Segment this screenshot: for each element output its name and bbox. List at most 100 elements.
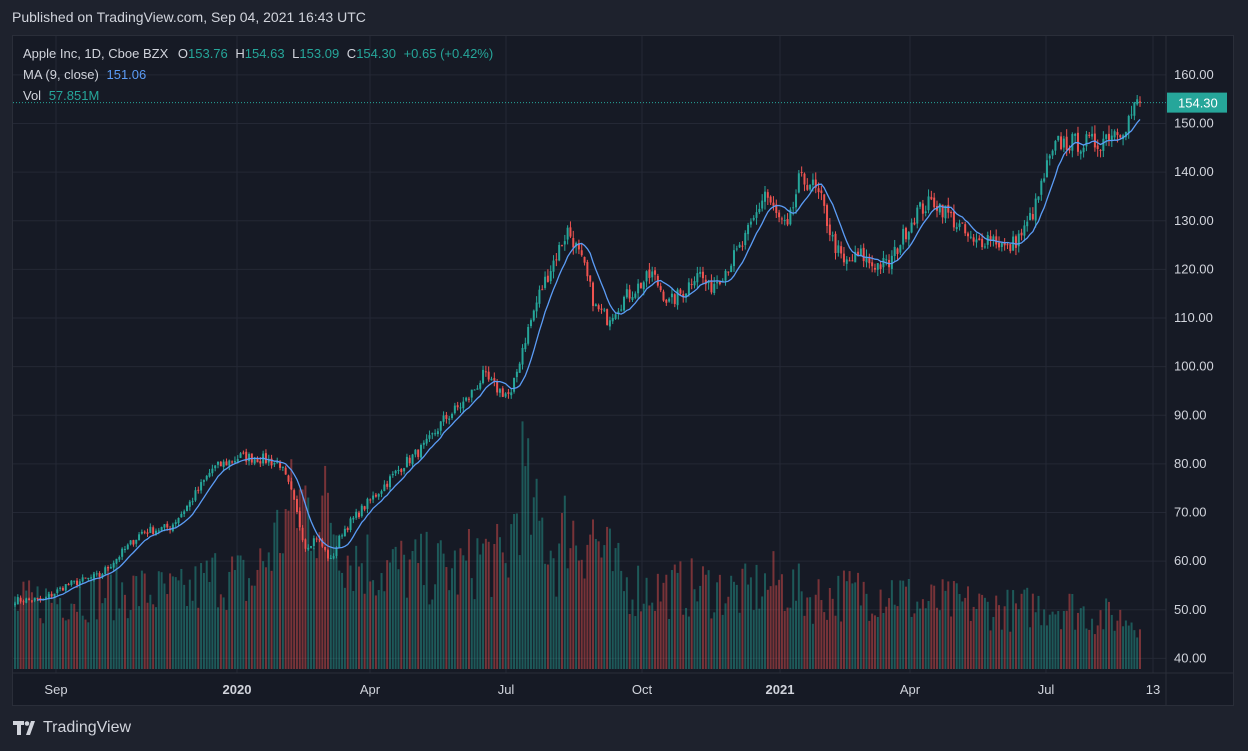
volume-bar <box>732 581 735 669</box>
volume-bar <box>893 604 896 669</box>
volume-bar <box>290 459 293 669</box>
volume-bar <box>769 586 772 669</box>
symbol-title[interactable]: Apple Inc, 1D, Cboe BZX <box>23 46 169 61</box>
candle-body <box>761 200 764 209</box>
ma-legend[interactable]: MA (9, close) 151.06 <box>23 67 146 82</box>
candle-body <box>744 232 747 246</box>
volume-bar <box>439 540 442 669</box>
volume-bar <box>577 560 580 669</box>
candle-body <box>975 239 978 243</box>
candle-body <box>439 421 442 431</box>
tradingview-brand[interactable]: TradingView <box>13 719 131 737</box>
candle-body <box>312 538 315 547</box>
chart-panel[interactable]: 160.00 150.00 140.00 130.00 120.00 110.00 100.… <box>12 35 1234 706</box>
volume-bar <box>121 582 124 669</box>
volume-bar <box>1107 601 1110 669</box>
volume-bar <box>194 566 197 669</box>
candle-body <box>400 469 403 472</box>
volume-bar <box>648 605 651 669</box>
candle-body <box>924 211 927 214</box>
candle-body <box>163 524 166 528</box>
candle-body <box>22 601 25 603</box>
volume-bar <box>310 550 313 669</box>
volume-bar <box>149 594 152 669</box>
volume-bar <box>1040 625 1043 669</box>
candle-body <box>606 309 609 325</box>
candle-body <box>685 293 688 298</box>
candle-body <box>369 499 372 501</box>
candle-body <box>642 282 645 290</box>
candle-body <box>995 236 998 245</box>
candle-body <box>1085 134 1088 147</box>
volume-bar <box>428 604 431 669</box>
candle-body <box>160 527 163 531</box>
x-tick-label: Jul <box>1038 682 1055 697</box>
volume-bar <box>549 550 552 669</box>
candle-body <box>217 461 220 465</box>
candle-body <box>783 220 786 222</box>
volume-bar <box>324 465 327 669</box>
candle-body <box>1014 236 1017 248</box>
volume-bar <box>273 522 276 669</box>
volume-bar <box>992 616 995 669</box>
candle-body <box>628 289 631 299</box>
volume-bar <box>546 564 549 669</box>
candle-body <box>363 506 366 510</box>
volume-bar <box>434 584 437 669</box>
volume-legend[interactable]: Vol 57.851M <box>23 88 99 103</box>
candle-body <box>107 566 110 569</box>
volume-bar <box>935 607 938 669</box>
volume-bar <box>200 563 203 669</box>
volume-bar <box>109 574 112 669</box>
published-caption: Published on TradingView.com, Sep 04, 20… <box>12 9 366 25</box>
candle-body <box>355 511 358 518</box>
candle-body <box>222 461 225 467</box>
volume-bar <box>400 540 403 669</box>
last-price-tag <box>1167 92 1227 113</box>
candle-body <box>1071 134 1074 151</box>
candle-body <box>1009 244 1012 252</box>
candle-body <box>329 558 332 560</box>
candle-body <box>1124 131 1127 138</box>
candle-body <box>352 517 355 520</box>
volume-bar <box>473 599 476 669</box>
candle-body <box>555 259 558 261</box>
candle-body <box>214 465 217 469</box>
volume-bar <box>541 517 544 669</box>
candle-body <box>138 534 141 541</box>
volume-bar <box>501 552 504 669</box>
volume-bar <box>1062 610 1065 669</box>
volume-bar <box>307 497 310 669</box>
candle-body <box>1029 212 1032 221</box>
price-chart[interactable]: 160.00 150.00 140.00 130.00 120.00 110.00 100.… <box>13 36 1234 706</box>
x-tick-label: Oct <box>632 682 653 697</box>
candle-body <box>662 291 665 301</box>
candle-body <box>597 305 600 310</box>
volume-bar <box>1079 608 1082 669</box>
volume-bar <box>882 613 885 669</box>
volume-bar <box>236 555 239 669</box>
candle-body <box>445 415 448 419</box>
volume-bar <box>76 611 79 669</box>
volume-bar <box>659 601 662 669</box>
low-value: 153.09 <box>299 46 340 61</box>
volume-bar <box>826 619 829 669</box>
candle-body <box>634 293 637 298</box>
volume-bar <box>789 607 792 669</box>
volume-bar <box>513 513 516 669</box>
candle-body <box>541 289 544 291</box>
volume-bar <box>947 581 950 669</box>
volume-bar <box>138 606 141 669</box>
volume-bar <box>183 584 186 669</box>
volume-bar <box>665 574 668 669</box>
candle-body <box>868 257 871 264</box>
volume-bar <box>1074 629 1077 669</box>
volume-bar <box>422 585 425 669</box>
candle-body <box>938 203 941 213</box>
volume-bar <box>865 593 868 669</box>
volume-bar <box>575 545 578 669</box>
y-tick-label: 80.00 <box>1174 456 1207 471</box>
volume-bar <box>597 541 600 669</box>
candle-body <box>933 197 936 208</box>
volume-bar <box>527 438 530 669</box>
